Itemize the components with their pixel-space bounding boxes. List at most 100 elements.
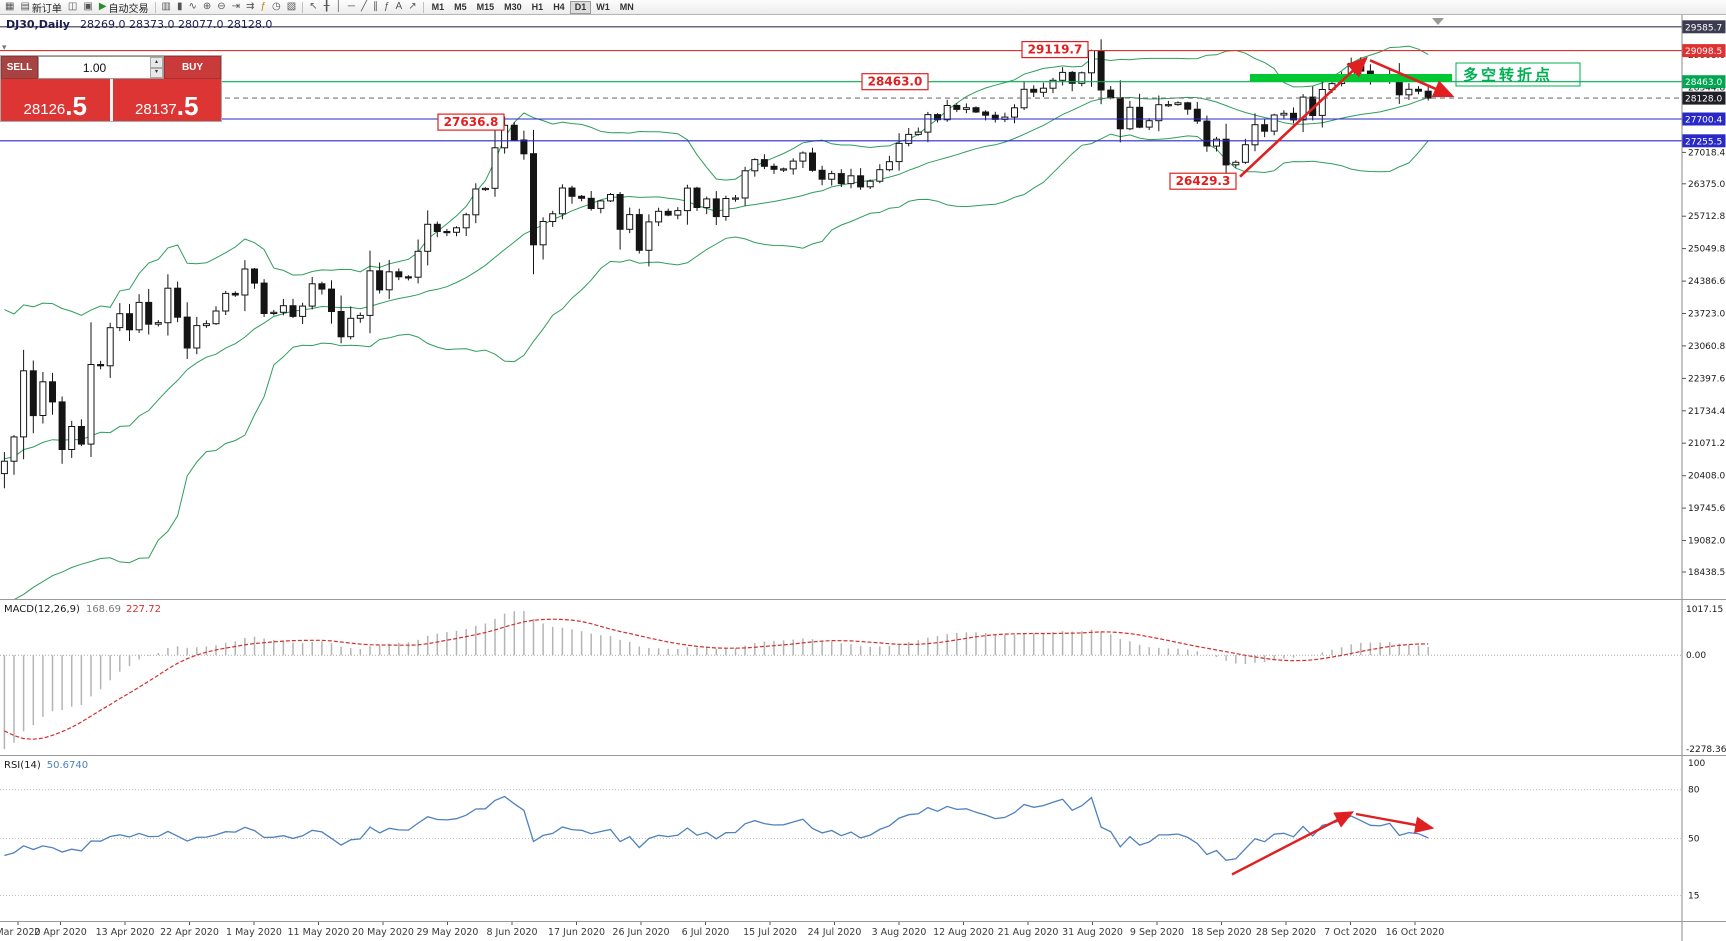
- macd-label: MACD(12,26,9) 168.69 227.72: [4, 604, 161, 615]
- strategy-tester-icon: ▣: [83, 1, 93, 12]
- bollinger-bands: [4, 45, 1429, 599]
- charts-grid-button[interactable]: ▦: [2, 1, 17, 14]
- date-label: 12 Aug 2020: [933, 927, 994, 938]
- one-click-collapse-icon[interactable]: ▾: [2, 42, 7, 52]
- price-scale-marker: [1682, 75, 1726, 89]
- zoom-out-button[interactable]: ⊖: [214, 1, 228, 14]
- rsi-scale-level: 100: [1688, 759, 1705, 769]
- chart-shift-button[interactable]: ⇉: [243, 1, 257, 14]
- crosshair-icon: ╂: [323, 1, 330, 12]
- date-label: 20 May 2020: [352, 927, 414, 938]
- zoom-in-button[interactable]: ⊕: [200, 1, 214, 14]
- horizontal-line-button[interactable]: ─: [345, 1, 358, 14]
- date-label: 15 Jul 2020: [743, 927, 797, 938]
- horizontal-line-icon: ─: [347, 1, 355, 12]
- text-label-button[interactable]: A: [393, 1, 406, 14]
- price-scale[interactable]: 29008.028344.827681.627018.426375.025712…: [1681, 15, 1726, 941]
- bar-chart-button[interactable]: ▥: [159, 1, 174, 14]
- periods-button[interactable]: ◷: [269, 1, 284, 14]
- price-scale-tick: 24386.6: [1688, 277, 1725, 287]
- svg-text:28463.0: 28463.0: [1685, 78, 1722, 88]
- rsi-panel: [0, 789, 1682, 896]
- macd-scale-bottom: -2278.36: [1686, 745, 1726, 755]
- candlestick-chart-button[interactable]: ▮: [174, 1, 186, 14]
- timeframe-button-m1[interactable]: M1: [427, 1, 450, 14]
- toolbar-separator: [302, 1, 304, 13]
- arrows-icon: ↗: [408, 1, 417, 12]
- price-scale-marker: [1682, 20, 1726, 34]
- templates-button[interactable]: ▧: [284, 1, 299, 14]
- date-label: 31 Aug 2020: [1062, 927, 1123, 938]
- price-scale-marker: [1682, 44, 1726, 58]
- timeframe-button-m15[interactable]: M15: [472, 1, 500, 14]
- macd-scale-zero: 0.00: [1686, 651, 1706, 661]
- horizontal-lines[interactable]: [0, 26, 1682, 142]
- timeframe-button-w1[interactable]: W1: [591, 1, 615, 14]
- price-annotation[interactable]: 29119.7: [1021, 41, 1089, 59]
- trendline-button[interactable]: ╱: [358, 1, 370, 14]
- volume-increase-button[interactable]: ▴: [150, 57, 163, 68]
- price-annotation[interactable]: 27636.8: [437, 113, 505, 131]
- equidistant-channel-button[interactable]: ∥: [370, 1, 381, 14]
- timeframe-button-m5[interactable]: M5: [449, 1, 472, 14]
- buy-price-display[interactable]: 28137.5: [112, 79, 221, 121]
- date-label: 24 Jul 2020: [808, 927, 862, 938]
- date-label: 18 Sep 2020: [1191, 927, 1251, 938]
- fibonacci-button[interactable]: ƒ: [381, 1, 393, 14]
- rsi-trend-arrow[interactable]: [1231, 811, 1355, 876]
- toolbar-separator: [154, 1, 156, 13]
- line-chart-button[interactable]: ∿: [185, 1, 199, 14]
- price-scale-tick: 20408.0: [1688, 472, 1725, 482]
- timeframe-button-mn[interactable]: MN: [615, 1, 639, 14]
- trend-arrow[interactable]: [1239, 56, 1368, 178]
- volume-field[interactable]: 1.00 ▴ ▾: [38, 56, 164, 79]
- auto-scroll-button[interactable]: ⇥: [229, 1, 243, 14]
- date-label: 3 Aug 2020: [872, 927, 927, 938]
- fibonacci-icon: ƒ: [383, 1, 390, 12]
- indicators-button[interactable]: ƒ: [257, 1, 269, 14]
- autotrading-button[interactable]: ▶ 自动交易: [96, 1, 152, 15]
- date-label: 8 Jun 2020: [486, 927, 537, 938]
- price-scale-tick: 21071.2: [1688, 439, 1725, 449]
- sell-price-display[interactable]: 28126.5: [1, 79, 110, 121]
- strategy-tester-button[interactable]: ▣: [80, 1, 95, 14]
- sell-button[interactable]: SELL: [1, 56, 38, 79]
- price-chart-canvas[interactable]: 29008.028344.827681.627018.426375.025712…: [0, 15, 1726, 941]
- zoom-out-icon: ⊖: [217, 1, 226, 12]
- price-annotation[interactable]: 28463.0: [861, 73, 929, 91]
- candlestick-chart-icon: ▮: [176, 1, 183, 12]
- line-chart-icon: ∿: [188, 1, 197, 12]
- turning-point-note-box[interactable]: [1455, 62, 1581, 87]
- timeframe-button-m30[interactable]: M30: [499, 1, 527, 14]
- arrows-button[interactable]: ↗: [405, 1, 419, 14]
- new-order-button[interactable]: ▤ 新订单: [17, 1, 64, 15]
- svg-text:27700.4: 27700.4: [1685, 116, 1722, 126]
- auto-scroll-icon: ⇥: [231, 1, 241, 12]
- support-zone-highlight[interactable]: [1250, 74, 1452, 82]
- chart-profiles-icon: ◫: [67, 1, 78, 12]
- cursor-button[interactable]: ↖: [306, 1, 320, 14]
- timeframe-button-h1[interactable]: H1: [527, 1, 549, 14]
- timeframe-button-d1[interactable]: D1: [569, 0, 592, 14]
- vertical-line-icon: │: [335, 1, 342, 12]
- rsi-trend-arrow[interactable]: [1355, 812, 1435, 834]
- date-label: 17 Jun 2020: [548, 927, 605, 938]
- chart-profiles-button[interactable]: ◫: [65, 1, 80, 14]
- rsi-label: RSI(14) 50.6740: [4, 760, 88, 771]
- one-click-trading-panel: SELL 1.00 ▴ ▾ BUY 28126.5 28137.5: [0, 55, 222, 122]
- date-label: 6 Jul 2020: [682, 927, 730, 938]
- crosshair-button[interactable]: ╂: [321, 1, 333, 14]
- timeframe-button-h4[interactable]: H4: [548, 1, 570, 14]
- turning-point-note[interactable]: 多空转折点: [1463, 66, 1553, 84]
- date-label: 9 Sep 2020: [1130, 927, 1184, 938]
- periods-icon: ◷: [272, 1, 281, 12]
- chart-shift-marker-icon[interactable]: [1432, 18, 1444, 25]
- volume-decrease-button[interactable]: ▾: [150, 67, 163, 78]
- vertical-line-button[interactable]: │: [333, 1, 345, 14]
- trend-arrow[interactable]: [1369, 59, 1455, 98]
- toolbar-separator: [422, 1, 424, 13]
- buy-button[interactable]: BUY: [164, 56, 221, 79]
- price-annotation[interactable]: 26429.3: [1169, 172, 1237, 190]
